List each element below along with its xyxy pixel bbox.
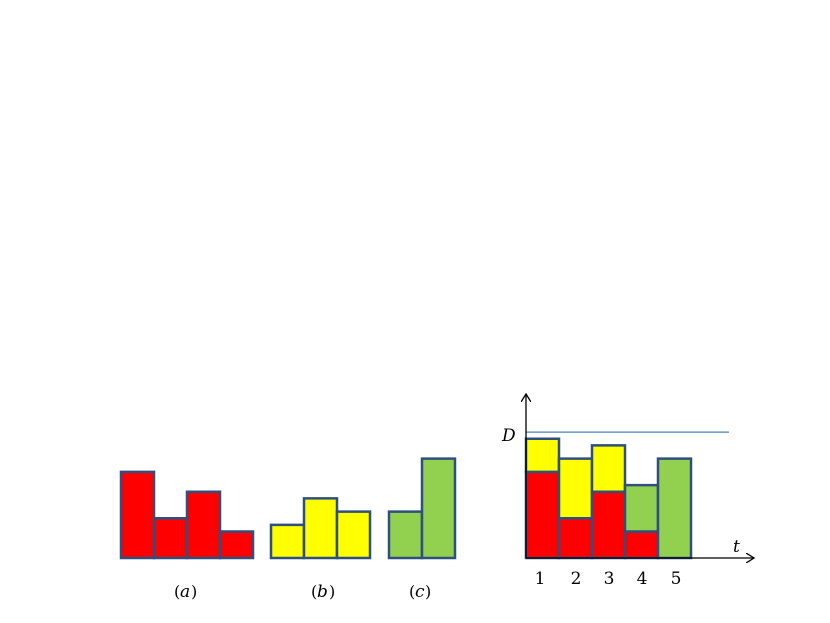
caption-c-paren-open: ( xyxy=(409,582,415,601)
panel-b-bar-2 xyxy=(302,497,339,560)
schedule-slot-4-red-segment xyxy=(623,530,660,560)
panel-b-bar-1 xyxy=(269,523,306,560)
caption-c: ( c ) xyxy=(409,582,431,602)
caption-b: ( b ) xyxy=(311,582,335,602)
caption-a-letter: a xyxy=(180,582,190,602)
panel-b-bar-3 xyxy=(335,510,372,560)
x-tick-1: 1 xyxy=(535,569,546,589)
x-axis-label: t xyxy=(733,537,740,557)
schedule-slot-3-red-segment xyxy=(590,490,627,560)
caption-c-letter: c xyxy=(415,582,425,602)
schedule-slot-5-green-segment xyxy=(656,457,693,560)
x-tick-4: 4 xyxy=(637,569,648,589)
schedule-slot-1-yellow-segment xyxy=(524,437,561,474)
panel-a-bar-4 xyxy=(218,530,255,560)
panel-a-bar-1 xyxy=(119,470,156,560)
caption-b-letter: b xyxy=(317,582,328,602)
panel-c-bar-2 xyxy=(420,457,457,560)
x-tick-2: 2 xyxy=(571,569,582,589)
caption-b-paren-close: ) xyxy=(329,582,335,601)
caption-c-paren-close: ) xyxy=(425,582,431,601)
y-axis-label: D xyxy=(501,426,516,446)
panel-c-bar-1 xyxy=(387,510,424,560)
x-tick-3: 3 xyxy=(604,569,615,589)
x-tick-5: 5 xyxy=(671,569,682,589)
schedule-slot-3-yellow-segment xyxy=(590,444,627,493)
caption-a-paren-open: ( xyxy=(174,582,180,601)
schedule-slot-2-yellow-segment xyxy=(557,457,594,520)
task-panels xyxy=(119,457,457,560)
schedule-slot-4-green-segment xyxy=(623,483,660,533)
panel-a-bar-2 xyxy=(152,517,189,560)
caption-a-paren-close: ) xyxy=(191,582,197,601)
x-tick-labels: 1 2 3 4 5 xyxy=(535,569,682,589)
schedule-slot-1-red-segment xyxy=(524,470,561,560)
schedule-slot-2-red-segment xyxy=(557,517,594,560)
caption-a: ( a ) xyxy=(174,582,197,602)
panel-a-bar-3 xyxy=(185,490,222,560)
schedule-chart xyxy=(524,431,729,560)
caption-b-paren-open: ( xyxy=(311,582,317,601)
